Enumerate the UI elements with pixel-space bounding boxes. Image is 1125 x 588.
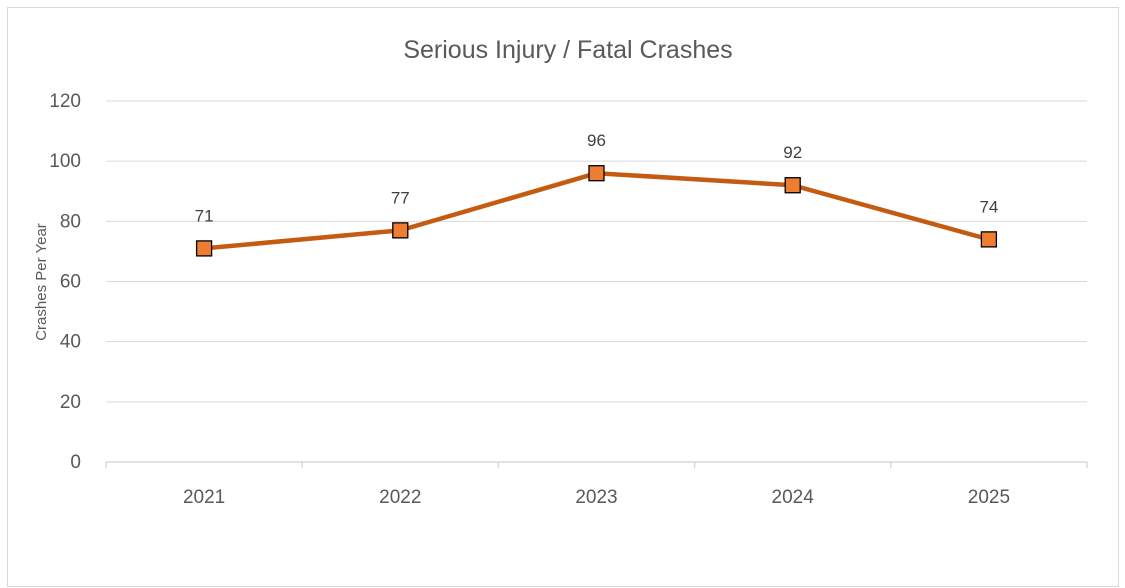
x-tick-label: 2023 [575, 487, 617, 508]
y-tick-label: 100 [49, 151, 81, 172]
data-label: 92 [783, 143, 802, 162]
series-line-path [201, 170, 992, 251]
data-point-marker [392, 222, 409, 239]
chart-frame [7, 7, 1119, 587]
chart-title: Serious Injury / Fatal Crashes [403, 36, 732, 64]
data-point-marker [784, 177, 801, 194]
data-point-marker [588, 165, 605, 182]
y-tick-label: 80 [60, 211, 81, 232]
y-tick-label: 120 [49, 91, 81, 112]
data-point-marker [195, 240, 213, 257]
y-tick-label: 20 [60, 392, 81, 413]
x-tick-label: 2022 [379, 487, 421, 508]
y-tick-label: 40 [60, 332, 81, 353]
x-axis-ticks: 2021 2022 2023 2024 2025 [183, 487, 1010, 508]
data-label: 77 [391, 188, 410, 207]
data-label: 74 [979, 197, 998, 216]
series-markers [195, 165, 998, 257]
x-tick-label: 2025 [968, 487, 1010, 508]
x-axis [105, 461, 1088, 468]
y-tick-label: 0 [70, 452, 81, 473]
data-label: 71 [195, 206, 214, 225]
gridlines [106, 100, 1087, 403]
y-axis-ticks: 0 20 40 60 80 100 120 [49, 91, 81, 473]
x-tick-label: 2024 [772, 487, 815, 508]
data-labels: 71 77 96 92 74 [195, 131, 999, 225]
data-point-marker [980, 231, 998, 248]
y-tick-label: 60 [60, 272, 81, 293]
y-axis-title: Crashes Per Year [33, 223, 50, 341]
series-line [201, 170, 992, 251]
x-tick-label: 2021 [183, 487, 225, 508]
data-label: 96 [587, 131, 606, 150]
